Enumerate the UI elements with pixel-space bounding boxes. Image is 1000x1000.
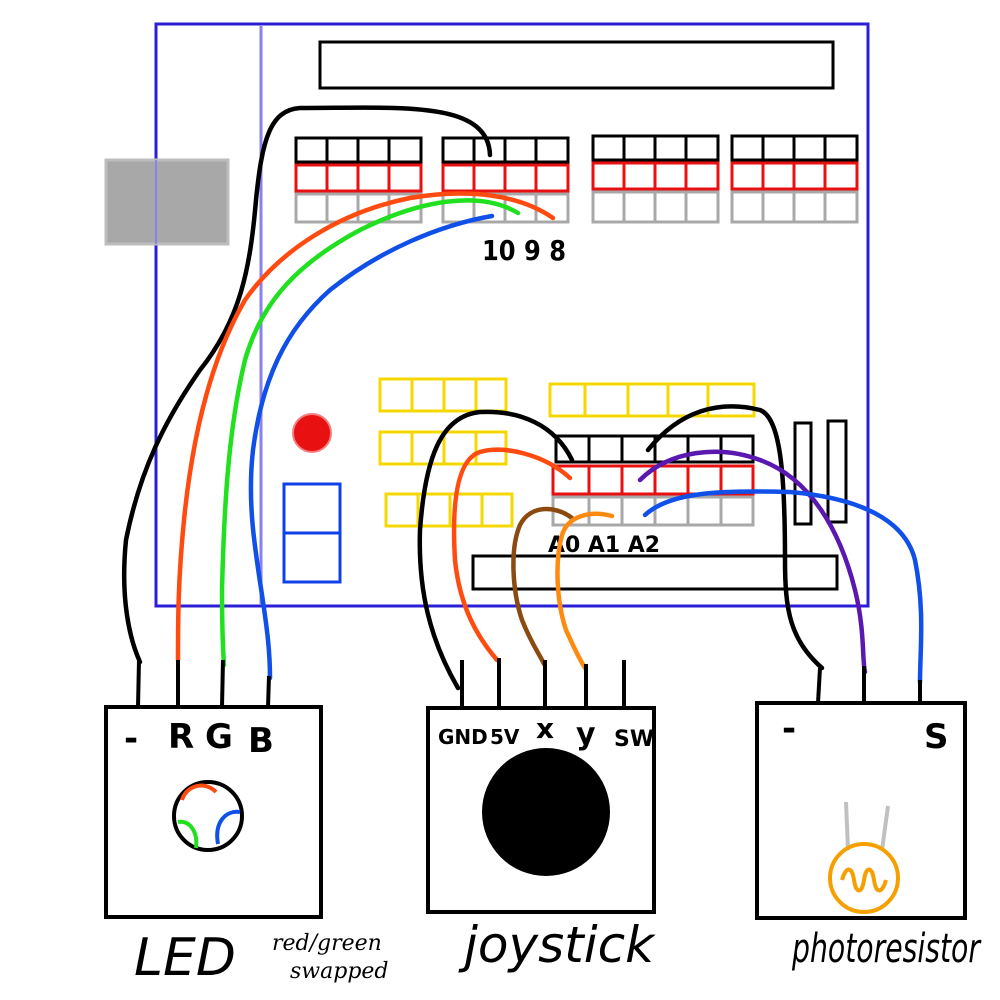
reset-button	[292, 413, 332, 453]
wire-led-gnd	[122, 105, 493, 665]
wires	[122, 105, 924, 691]
led-module-title: LED	[134, 928, 236, 988]
photo-pin-gnd: -	[782, 709, 796, 749]
digital-header-block-2	[441, 136, 570, 224]
wire-led-red	[175, 191, 556, 663]
joystick-module-title: joystick	[458, 916, 656, 974]
digital-header-block-3	[591, 134, 720, 224]
joystick-pin-5v: 5V	[490, 725, 520, 749]
led-module-pins	[136, 659, 271, 708]
icsp-header-1	[793, 421, 813, 526]
photoresistor-module-title: photoresistor	[791, 926, 982, 972]
digital-pin-label: 10 9 8	[482, 234, 566, 267]
joystick-pin-sw: SW	[614, 727, 654, 752]
wire-joystick-y	[555, 511, 615, 671]
wire-joystick-x	[511, 506, 575, 667]
photoresistor-module-box	[755, 701, 967, 920]
analog-header-block	[551, 434, 755, 527]
joystick-pin-x: x	[536, 712, 554, 745]
joystick-module-box	[426, 706, 656, 914]
joystick-knob-icon	[482, 748, 610, 876]
usb-connector	[104, 158, 230, 246]
rgb-led-icon	[172, 780, 244, 852]
photoresistor-module: - S photoresistor	[755, 666, 982, 972]
wire-led-green	[219, 198, 521, 668]
wire-photo-vcc	[637, 449, 868, 675]
digital-header-block-1	[294, 136, 423, 224]
photoresistor-module-pins	[816, 666, 922, 704]
digital-header-block-4	[730, 134, 859, 224]
top-long-header	[318, 40, 835, 90]
bottom-long-header	[471, 554, 839, 591]
led-pin-r: R	[168, 717, 194, 757]
regulator-component	[282, 482, 342, 584]
joystick-module: GND 5V x y SW joystick	[426, 658, 656, 974]
arduino-board: 10 9 8 A0 A1 A2	[104, 22, 870, 608]
led-note-line1: red/green	[272, 931, 382, 956]
led-pin-g: G	[205, 717, 233, 757]
joystick-pin-y: y	[576, 717, 596, 752]
analog-pin-label: A0 A1 A2	[548, 533, 660, 558]
joystick-module-pins	[460, 658, 626, 708]
wire-joystick-5v	[451, 447, 573, 663]
wire-joystick-gnd	[417, 409, 575, 691]
led-note-line2: swapped	[290, 959, 389, 984]
led-module: - R G B LED red/green swapped	[104, 659, 389, 988]
wire-photo-signal	[642, 489, 924, 685]
wire-led-blue	[248, 213, 495, 681]
led-module-box	[104, 705, 323, 919]
icsp-header-2	[826, 419, 848, 524]
board-outline	[154, 22, 870, 608]
wire-photo-gnd	[645, 404, 825, 671]
photoresistor-icon	[828, 801, 900, 914]
joystick-pin-gnd: GND	[438, 725, 488, 749]
photo-pin-signal: S	[924, 717, 949, 757]
led-pin-gnd: -	[124, 719, 138, 759]
led-pin-b: B	[248, 721, 274, 761]
